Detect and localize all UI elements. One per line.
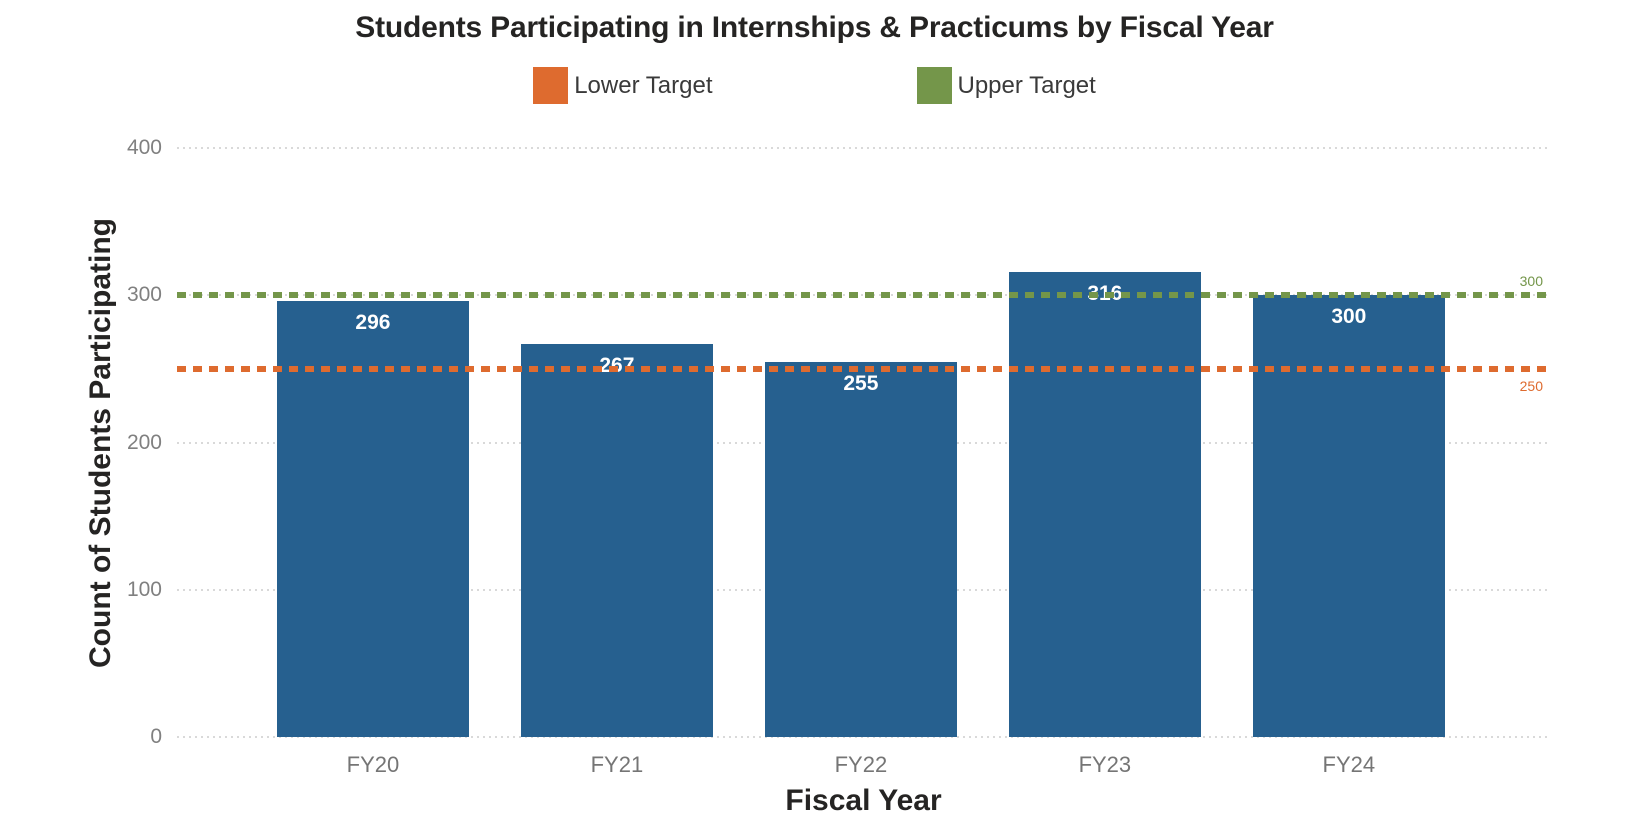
legend-label: Upper Target (957, 71, 1096, 99)
y-tick-label-300: 300 (126, 283, 162, 307)
y-tick-label-400: 400 (126, 136, 162, 159)
bar-fy24[interactable]: 300 (1252, 295, 1445, 737)
bar-fy21[interactable]: 267 (520, 343, 713, 737)
chart-title: Students Participating in Internships & … (355, 11, 1274, 44)
plot-area: 296 FY20 267 FY21 255 FY22 316 FY23 300 FY24 250 30… (177, 147, 1550, 777)
legend-swatch (916, 67, 952, 104)
x-tick-label-fy23: FY23 (1078, 752, 1132, 777)
bar-value-label: 255 (843, 371, 879, 395)
bar-fy22[interactable]: 255 (764, 361, 957, 737)
x-tick-label-fy24: FY24 (1322, 752, 1376, 777)
y-axis-ticks: 0 100 200 300 400 (0, 136, 162, 748)
bar-value-label: 296 (355, 311, 391, 335)
upper-target-line (177, 292, 1550, 299)
y-tick-label-0: 0 (150, 725, 162, 748)
x-tick-label-fy20: FY20 (346, 752, 400, 777)
lower-target-line-label: 250 (1519, 377, 1543, 394)
legend-item-upper-target[interactable]: Upper Target (916, 67, 1096, 104)
bar-value-label: 300 (1331, 305, 1367, 329)
lower-target-line (177, 365, 1550, 372)
bar-fy23[interactable]: 316 (1008, 271, 1201, 737)
bar-fy20[interactable]: 296 (276, 301, 469, 737)
legend-swatch (533, 67, 569, 104)
gridline-0 (177, 736, 1550, 738)
x-tick-label-fy22: FY22 (834, 752, 888, 777)
upper-target-line-label: 300 (1519, 273, 1543, 290)
legend-item-lower-target[interactable]: Lower Target (533, 67, 713, 104)
gridline-400 (177, 147, 1550, 149)
y-tick-label-100: 100 (126, 577, 162, 601)
x-tick-label-fy21: FY21 (590, 752, 644, 777)
y-tick-label-200: 200 (126, 430, 162, 454)
x-axis-title: Fiscal Year (785, 784, 942, 817)
legend: Lower Target Upper Target (0, 67, 1629, 104)
legend-label: Lower Target (574, 71, 713, 99)
